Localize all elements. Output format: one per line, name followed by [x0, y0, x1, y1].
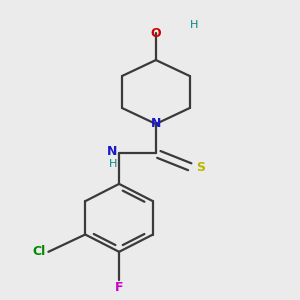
Text: H: H: [190, 20, 198, 30]
Text: F: F: [115, 281, 123, 294]
Text: S: S: [196, 161, 205, 174]
Text: Cl: Cl: [32, 245, 46, 258]
Text: N: N: [107, 146, 118, 158]
Text: N: N: [151, 118, 161, 130]
Text: H: H: [109, 160, 118, 170]
Text: O: O: [151, 27, 161, 40]
